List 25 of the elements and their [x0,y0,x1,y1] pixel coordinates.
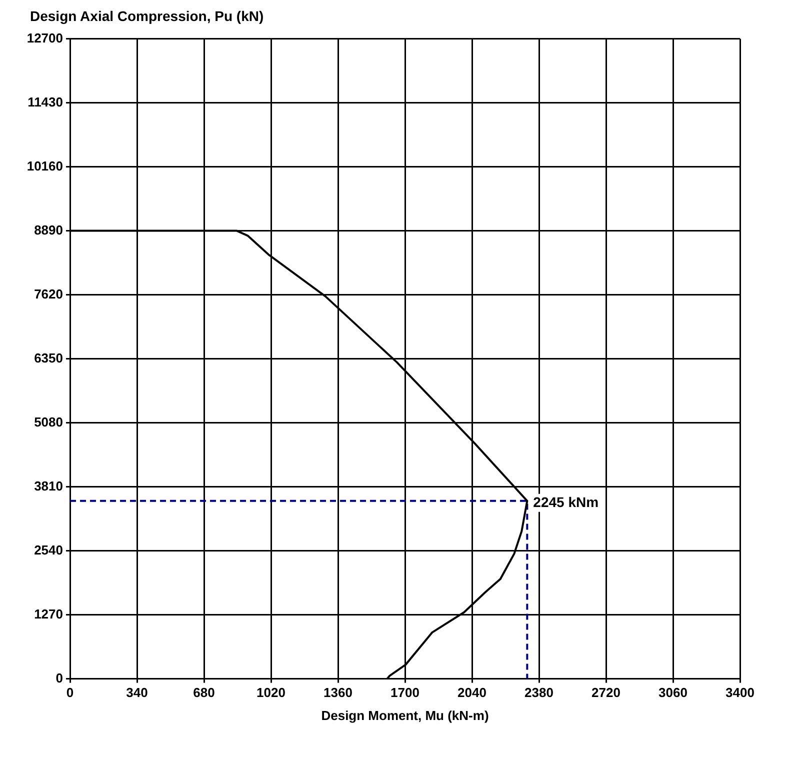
y-tick-label: 8890 [34,222,63,238]
x-tick-label: 340 [126,685,148,700]
x-axis-title: Design Moment, Mu (kN-m) [321,708,489,723]
y-tick-label: 2540 [34,542,63,558]
x-tick-label: 2720 [592,685,620,700]
y-tick-label: 12700 [26,30,63,46]
x-tick-label: 2380 [524,685,554,700]
y-tick-label: 1270 [34,606,63,622]
y-tick-label: 6350 [34,350,63,366]
y-tick-label: 3810 [34,478,63,494]
y-tick-label: 0 [56,670,63,686]
x-tick-label: 0 [66,685,74,700]
y-tick-label: 11430 [28,94,63,110]
x-tick-label: 1700 [390,685,420,700]
x-tick-label: 680 [193,685,215,700]
x-tick-label: 3060 [658,685,688,700]
y-tick-label: 7620 [34,286,63,302]
x-tick-label: 3400 [726,685,754,700]
x-tick-label: 1360 [324,685,352,700]
y-tick-label: 10160 [26,158,63,174]
y-tick-label: 5080 [34,414,63,430]
annotation: 2245 kNm [533,494,599,510]
x-tick-label: 2040 [458,685,486,700]
y-axis-title: Design Axial Compression, Pu (kN) [29,8,265,26]
x-tick-label: 1020 [256,685,286,700]
